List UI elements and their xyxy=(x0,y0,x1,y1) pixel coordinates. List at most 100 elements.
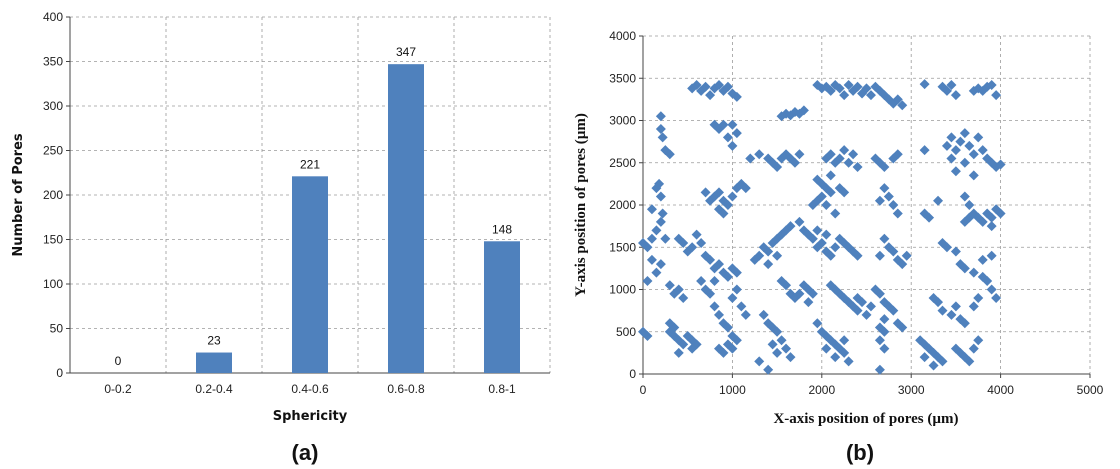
scatter-point xyxy=(709,301,720,312)
scatter-point xyxy=(731,284,742,295)
scatter-point xyxy=(852,81,863,92)
scatter-point xyxy=(678,238,689,249)
scatter-point xyxy=(655,216,666,227)
scatter-point xyxy=(794,149,805,160)
scatter-point xyxy=(964,356,975,367)
scatter-point xyxy=(655,259,666,270)
scatter-point xyxy=(901,250,912,261)
scatter-point xyxy=(763,364,774,375)
scatter-point xyxy=(803,297,814,308)
x-tick-label: 3000 xyxy=(898,383,925,397)
scatter-point xyxy=(933,195,944,206)
panel-label-b: (b) xyxy=(846,440,874,465)
bar-chart-x-tick-labels: 0-0.2 0.2-0.4 0.4-0.6 0.6-0.8 0.8-1 xyxy=(104,382,516,396)
y-tick-label: 2000 xyxy=(609,198,636,212)
scatter-point xyxy=(696,276,707,287)
scatter-point xyxy=(772,326,783,337)
scatter-point xyxy=(807,200,818,210)
scatter-point xyxy=(973,292,984,303)
scatter-point xyxy=(941,242,952,253)
y-tick-label: 50 xyxy=(50,322,64,336)
scatter-point xyxy=(977,216,988,227)
bar xyxy=(484,241,520,373)
scatter-point xyxy=(642,276,653,287)
scatter-point xyxy=(888,305,899,316)
scatter-point xyxy=(772,347,783,358)
scatter-point xyxy=(946,132,957,143)
x-tick-label: 0.6-0.8 xyxy=(387,382,425,396)
data-label: 0 xyxy=(115,354,122,368)
scatter-point xyxy=(718,208,729,219)
scatter-chart-y-axis-label: Y-axis position of pores (µm) xyxy=(573,113,589,297)
scatter-point xyxy=(892,94,903,105)
scatter-point xyxy=(830,352,841,363)
y-tick-label: 100 xyxy=(43,277,63,291)
scatter-point xyxy=(959,191,970,202)
scatter-point xyxy=(691,80,702,91)
bar-chart-panel: 0 50 100 150 200 250 300 350 400 0-0.2 0.2-0.4 0.4… xyxy=(11,10,551,465)
scatter-point xyxy=(646,233,657,244)
scatter-point xyxy=(758,309,769,320)
bar xyxy=(196,352,232,373)
scatter-point xyxy=(959,128,970,139)
scatter-point xyxy=(991,90,1002,101)
scatter-point xyxy=(812,225,823,236)
scatter-point xyxy=(892,149,903,160)
scatter-point xyxy=(731,128,742,139)
scatter-point xyxy=(794,216,805,227)
scatter-point xyxy=(772,161,783,172)
scatter-point xyxy=(950,145,961,156)
y-tick-label: 350 xyxy=(43,55,63,69)
scatter-point xyxy=(731,267,742,278)
scatter-point xyxy=(646,204,657,215)
scatter-point xyxy=(722,322,733,333)
scatter-point xyxy=(955,136,966,147)
scatter-point xyxy=(834,153,845,164)
scatter-point xyxy=(816,238,827,249)
x-tick-label: 5000 xyxy=(1077,383,1104,397)
scatter-point xyxy=(718,119,729,130)
scatter-point xyxy=(839,90,850,101)
scatter-point xyxy=(950,246,961,257)
scatter-point xyxy=(825,170,836,181)
scatter-point xyxy=(830,208,841,219)
scatter-point xyxy=(713,80,724,91)
scatter-point xyxy=(651,267,662,278)
scatter-point xyxy=(937,305,948,316)
x-tick-label: 0.8-1 xyxy=(488,382,516,396)
scatter-point xyxy=(879,233,890,244)
scatter-chart-y-tick-labels: 0 500 1000 1500 2000 2500 3000 3500 4000 xyxy=(609,29,643,381)
data-label: 23 xyxy=(207,334,221,348)
data-label: 221 xyxy=(300,157,320,171)
scatter-point xyxy=(722,200,733,210)
y-tick-label: 0 xyxy=(629,367,636,381)
scatter-point xyxy=(852,305,863,316)
x-tick-label: 4000 xyxy=(987,383,1014,397)
panel-label-a: (a) xyxy=(292,440,319,465)
scatter-point xyxy=(781,343,792,354)
scatter-point xyxy=(785,221,796,232)
scatter-point xyxy=(839,187,850,198)
scatter-point xyxy=(825,187,836,198)
scatter-point xyxy=(986,221,997,232)
bar xyxy=(388,64,424,374)
scatter-point xyxy=(834,83,845,94)
scatter-point xyxy=(727,343,738,354)
scatter-point xyxy=(879,314,890,325)
scatter-point xyxy=(959,157,970,168)
bar-chart-y-tick-labels: 0 50 100 150 200 250 300 350 400 xyxy=(43,10,70,380)
scatter-point xyxy=(821,343,832,354)
scatter-point xyxy=(700,250,711,261)
scatter-point xyxy=(807,288,818,299)
scatter-point xyxy=(861,309,872,320)
scatter-point xyxy=(946,153,957,164)
scatter-point xyxy=(950,90,961,101)
scatter-point xyxy=(888,246,899,257)
y-tick-label: 3500 xyxy=(609,71,636,85)
scatter-point xyxy=(722,81,733,92)
scatter-point xyxy=(964,140,975,151)
scatter-point xyxy=(785,352,796,363)
scatter-point xyxy=(986,212,997,223)
bar xyxy=(292,176,328,373)
scatter-point xyxy=(995,159,1006,170)
